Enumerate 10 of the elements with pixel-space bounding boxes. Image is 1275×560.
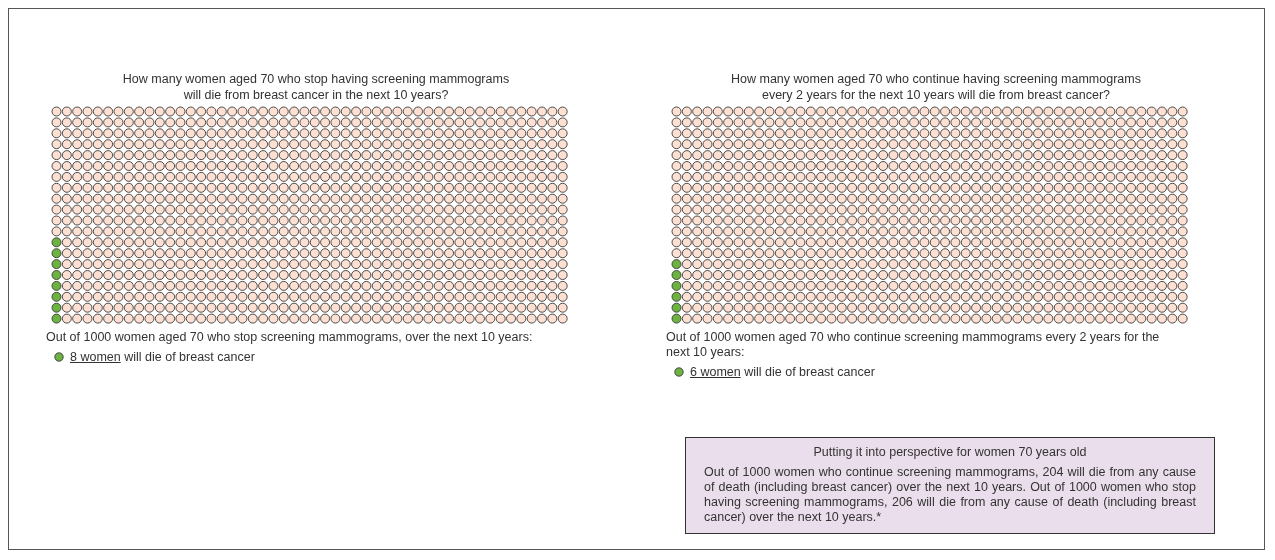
data-label: 8 women [70,350,121,365]
text: How many women aged 70 who continue having screening mammograms every 2 years for the next 10 years will die from breast cancer? [730,71,1142,103]
text: Out of 1000 women aged 70 who stop screening mammograms, over the next 10 years: [46,330,534,346]
category-label: will die of breast cancer [743,365,875,380]
text: Out of 1000 women who continue screening mammograms, 204 will die from any cause of death (including breast cancer) over the next 10 years. Out of 1000 women who stop having screening mammograms, 206 will die from any cause of death (including breast cancer) over the next 10 years.* [704,465,1196,525]
text: Out of 1000 women aged 70 who continue screening mammograms every 2 years for the next 10 years: [666,330,1161,361]
data-label: 6 women [690,365,741,380]
category-label: will die of breast cancer [123,350,255,365]
text: How many women aged 70 who stop having screening mammograms will die from breast cancer in the next 10 years? [121,71,511,103]
text: Putting it into perspective for women 70 years old [812,445,1088,460]
